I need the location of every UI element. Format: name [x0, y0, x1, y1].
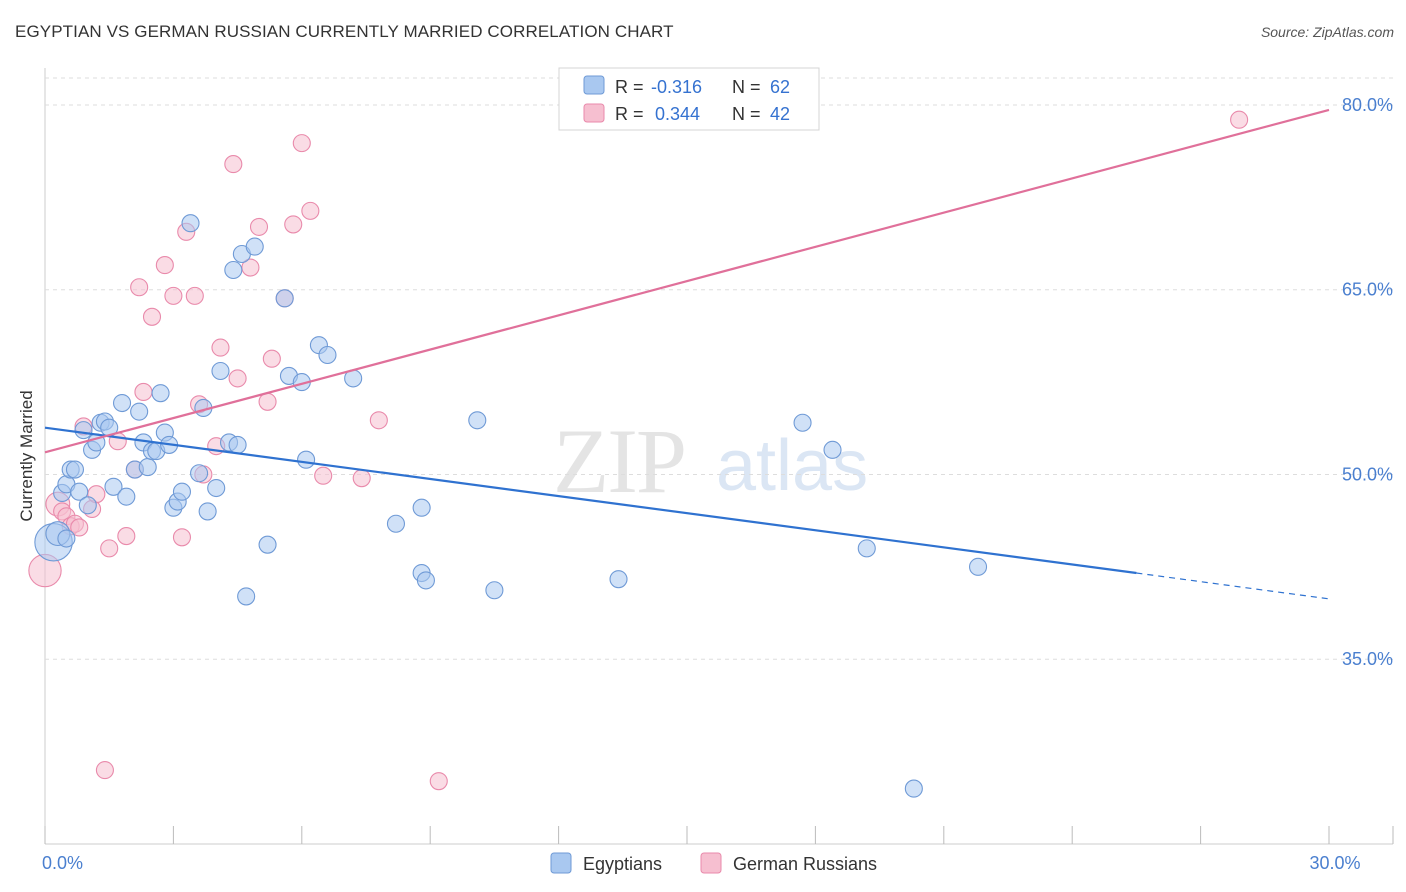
- x-ticks: [44, 826, 1394, 844]
- german-russians-point: [262, 349, 281, 368]
- bottom-legend-swatch-german-russians: [700, 852, 722, 874]
- series-legend: Egyptians German Russians: [550, 852, 877, 874]
- egyptians-point: [74, 421, 93, 440]
- legend-swatch-german-russians: [583, 103, 605, 123]
- gridlines: [45, 77, 1393, 660]
- y-tick-label: 80.0%: [1342, 95, 1393, 115]
- trendlines: [44, 108, 1330, 600]
- german-russians-point: [314, 466, 333, 485]
- legend-r-label-german-russians: R =: [615, 104, 644, 124]
- legend-n-label-egyptians: N =: [732, 77, 761, 97]
- german-russians-point: [130, 278, 149, 297]
- x-tick-label: 0.0%: [42, 853, 83, 873]
- egyptians-point: [904, 779, 923, 798]
- bottom-legend-swatch-egyptians: [550, 852, 572, 874]
- egyptians-point: [198, 502, 217, 521]
- egyptians-point: [151, 384, 170, 403]
- egyptians-trendline-extension: [1136, 572, 1330, 600]
- egyptians-point: [485, 581, 504, 600]
- egyptians-point: [78, 496, 97, 515]
- watermark-zip: ZIP: [553, 410, 685, 512]
- legend-swatch-egyptians: [583, 75, 605, 95]
- legend-r-label-egyptians: R =: [615, 77, 644, 97]
- egyptians-point: [207, 478, 226, 498]
- egyptians-point: [237, 587, 256, 606]
- egyptians-point: [386, 514, 406, 533]
- legend-n-label-german-russians: N =: [732, 104, 761, 124]
- german-russians-point: [258, 392, 277, 411]
- german-russians-point: [185, 286, 204, 305]
- german-russians-point: [134, 382, 153, 401]
- german-russians-point: [211, 338, 230, 357]
- legend-r-value-egyptians: -0.316: [651, 77, 702, 97]
- german-russians-point: [117, 527, 136, 546]
- german-russians-point: [95, 761, 114, 780]
- german-russians-point: [164, 286, 183, 305]
- egyptians-trendline: [44, 426, 1137, 575]
- egyptians-point: [117, 487, 136, 506]
- source-credit: Source: ZipAtlas.com: [1260, 24, 1394, 40]
- legend-n-value-egyptians: 62: [770, 77, 790, 97]
- egyptians-point: [416, 571, 435, 590]
- egyptians-point: [181, 214, 200, 233]
- german-russians-point: [155, 256, 174, 275]
- egyptians-point: [245, 237, 264, 256]
- x-tick-labels: 0.0% 30.0%: [42, 853, 1361, 873]
- egyptians-points: [34, 214, 988, 798]
- egyptians-point: [104, 477, 123, 496]
- egyptians-point: [793, 413, 812, 432]
- german-russians-point: [301, 201, 320, 220]
- legend-n-value-german-russians: 42: [770, 104, 790, 124]
- german-russians-point: [142, 307, 162, 326]
- y-tick-label: 35.0%: [1342, 649, 1393, 669]
- german-russians-point: [292, 134, 311, 153]
- egyptians-point: [224, 260, 243, 280]
- egyptians-point: [172, 482, 192, 501]
- egyptians-point: [70, 482, 89, 501]
- y-tick-labels: 35.0% 50.0% 65.0% 80.0%: [1342, 95, 1393, 669]
- y-tick-label: 65.0%: [1342, 280, 1393, 300]
- egyptians-point: [130, 402, 149, 421]
- legend-r-value-german-russians: 0.344: [655, 104, 700, 124]
- german-russians-point: [70, 518, 89, 537]
- bottom-legend-label-egyptians: Egyptians: [583, 854, 662, 874]
- german-russians-trendline: [44, 108, 1330, 454]
- egyptians-point: [112, 393, 132, 413]
- x-tick-label: 30.0%: [1309, 853, 1360, 873]
- egyptians-point: [412, 498, 431, 517]
- egyptians-point: [228, 435, 247, 454]
- egyptians-point: [857, 539, 876, 558]
- egyptians-point: [609, 570, 628, 589]
- egyptians-point: [275, 289, 294, 308]
- bottom-legend-label-german-russians: German Russians: [733, 854, 877, 874]
- egyptians-point: [318, 345, 337, 365]
- egyptians-point: [968, 557, 988, 576]
- german-russians-point: [228, 369, 247, 388]
- egyptians-point: [65, 460, 85, 479]
- egyptians-point: [297, 450, 316, 469]
- german-russians-point: [1230, 110, 1249, 129]
- watermark-atlas: atlas: [716, 426, 868, 506]
- german-russians-point: [224, 155, 243, 174]
- german-russians-point: [352, 469, 371, 488]
- german-russians-point: [284, 215, 303, 234]
- german-russians-point: [369, 411, 388, 430]
- egyptians-point: [258, 535, 277, 554]
- egyptians-point: [468, 411, 487, 430]
- german-russians-point: [100, 539, 119, 558]
- y-tick-label: 50.0%: [1342, 464, 1393, 484]
- egyptians-point: [823, 440, 842, 459]
- correlation-legend: R = -0.316 N = 62 R = 0.344 N = 42: [558, 67, 820, 131]
- egyptians-point: [190, 464, 209, 483]
- german-russians-point: [429, 772, 448, 791]
- german-russians-point: [249, 217, 269, 236]
- y-axis-title: Currently Married: [17, 390, 36, 521]
- egyptians-point: [138, 458, 157, 477]
- egyptians-point: [211, 361, 230, 381]
- egyptians-point: [57, 529, 76, 548]
- chart-title: EGYPTIAN VS GERMAN RUSSIAN CURRENTLY MAR…: [15, 22, 674, 41]
- german-russians-point: [172, 528, 192, 547]
